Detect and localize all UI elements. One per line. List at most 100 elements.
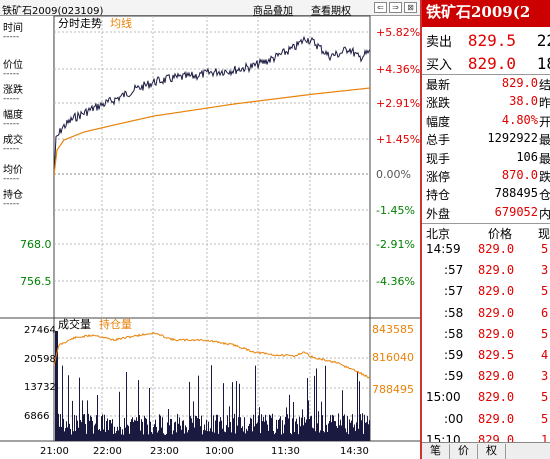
oi-line [53,331,371,379]
time-axis-label: 21:00 [40,446,69,457]
tick-row: :59 829.5 4 [422,348,550,371]
tick-volume: 5 [541,390,549,405]
info-label: 成交 [3,135,23,146]
time-axis-label: 11:30 [271,446,300,457]
pct-axis-label: +2.91% [376,97,420,110]
info-label: 幅度 [3,110,23,121]
volume-axis-label: 6866 [24,411,49,422]
tick-price: 829.0 [478,326,515,341]
quote-title: 铁矿石2009(2 [422,0,550,27]
avg-line [53,87,371,176]
overlay-link[interactable]: 商品叠加 [253,6,293,17]
tab-trades[interactable]: 笔 [422,444,450,459]
info-label: 持仓 [3,190,23,201]
tick-time: :58 [444,326,464,341]
quote-row-value: 106 [516,149,538,164]
price-line [53,35,371,175]
quote-row-label: 外盘 [426,206,451,221]
tick-row: :58 829.0 5 [422,327,550,350]
quote-row-label: 涨跌 [426,96,451,111]
buy-row: 买入 829.0 18 [422,54,550,73]
sell-label: 卖出 [426,35,453,50]
tick-volume: 5 [541,242,549,256]
quote-row-label2: 最 [539,133,550,148]
nav-close-icon[interactable]: ⊠ [404,2,417,13]
nav-left-icon[interactable]: ⇐ [374,2,387,13]
intraday-chart-panel: 铁矿石2009(023109) 商品叠加 查看期权 ⇐ ⇒ ⊠ +5.82% +4… [0,0,420,459]
tick-price: 829.0 [478,369,515,384]
sell-row: 卖出 829.5 22 [422,31,550,50]
quote-row-value: 829.0 [501,76,538,90]
pct-axis-label: +5.82% [376,26,420,39]
quote-row-value: 788495 [494,186,538,201]
quote-row: 涨停 870.0 跌 [422,168,550,186]
sell-price: 829.5 [467,31,516,50]
buy-label: 买入 [426,58,453,73]
quote-row-value: 870.0 [501,168,538,182]
info-value-placeholder: ----- [3,199,20,209]
ticks-header-place: 北京 [426,227,451,241]
tick-row: 14:59 829.0 5 [422,242,550,265]
time-axis-label: 14:30 [340,446,369,457]
tick-volume: 6 [541,305,549,320]
quote-row-label2: 仓 [539,188,550,203]
view-options-link[interactable]: 查看期权 [311,6,351,17]
quote-row: 总手 1292922 最 [422,131,550,149]
oi-axis-label: 788495 [372,383,414,396]
tick-volume: 5 [541,284,549,299]
tick-volume: 3 [541,263,549,278]
tab-price[interactable]: 价 [450,444,478,459]
quote-row-label2: 开 [539,114,550,129]
quote-row: 外盘 679052 内 [422,205,550,223]
tick-time: 14:59 [426,242,461,256]
oi-axis-label: 843585 [372,323,414,336]
quote-row-value: 4.80% [501,112,538,127]
tick-volume: 1 [541,432,549,447]
pct-axis-label: -4.36% [376,275,415,288]
tick-row: :00 829.0 5 [422,412,550,435]
pct-axis-label: 0.00% [376,168,411,181]
nav-right-icon[interactable]: ⇒ [389,2,402,13]
info-value-placeholder: ----- [3,119,20,129]
pct-axis-label: -2.91% [376,238,415,251]
pct-axis-label: +4.36% [376,63,420,76]
legend-avg-line: 均线 [110,16,132,30]
sell-volume: 22 [536,31,550,50]
tick-volume: 5 [541,326,549,341]
info-label: 均价 [3,165,23,176]
tick-volume: 3 [541,369,549,384]
quote-panel: 铁矿石2009(2 卖出 829.5 22 买入 829.0 18 最新 829.… [420,0,550,459]
tick-volume: 5 [541,411,549,426]
price-axis-label: 756.5 [20,275,52,288]
tick-time: :59 [444,348,464,362]
quote-row-label2: 内 [539,206,550,221]
time-axis-label: 22:00 [93,446,122,457]
time-axis-label: 23:00 [150,446,179,457]
quote-row: 现手 106 最 [422,150,550,168]
time-axis-label: 10:00 [205,446,234,457]
quote-row-label: 幅度 [426,114,451,129]
quote-row-label: 现手 [426,151,451,166]
buy-volume: 18 [536,54,550,73]
legend-volume: 成交量 [58,317,91,331]
price-axis-label: 768.0 [20,238,52,251]
quote-row: 最新 829.0 结 [422,76,550,94]
volume-axis-label: 27464 [24,325,56,336]
info-value-placeholder: ----- [3,69,20,79]
ticks-header-price: 价格 [488,227,513,241]
volume-axis-label: 13732 [24,382,56,393]
quote-row-label2: 昨 [539,96,550,111]
ticks-header: 北京 价格 现 [422,225,550,243]
quote-row: 幅度 4.80% 开 [422,113,550,131]
tick-time: 15:00 [426,390,461,405]
info-label: 时间 [3,23,23,34]
quote-row-value: 679052 [494,204,538,219]
info-value-placeholder: ----- [3,174,20,184]
oi-axis-label: 816040 [372,351,414,364]
info-label: 价位 [3,60,23,71]
quote-row-value: 1292922 [487,131,538,146]
tick-row: :57 829.0 5 [422,284,550,307]
tab-rights[interactable]: 权 [478,444,506,459]
legend-open-interest: 持仓量 [99,317,132,331]
quote-row: 持仓 788495 仓 [422,186,550,204]
